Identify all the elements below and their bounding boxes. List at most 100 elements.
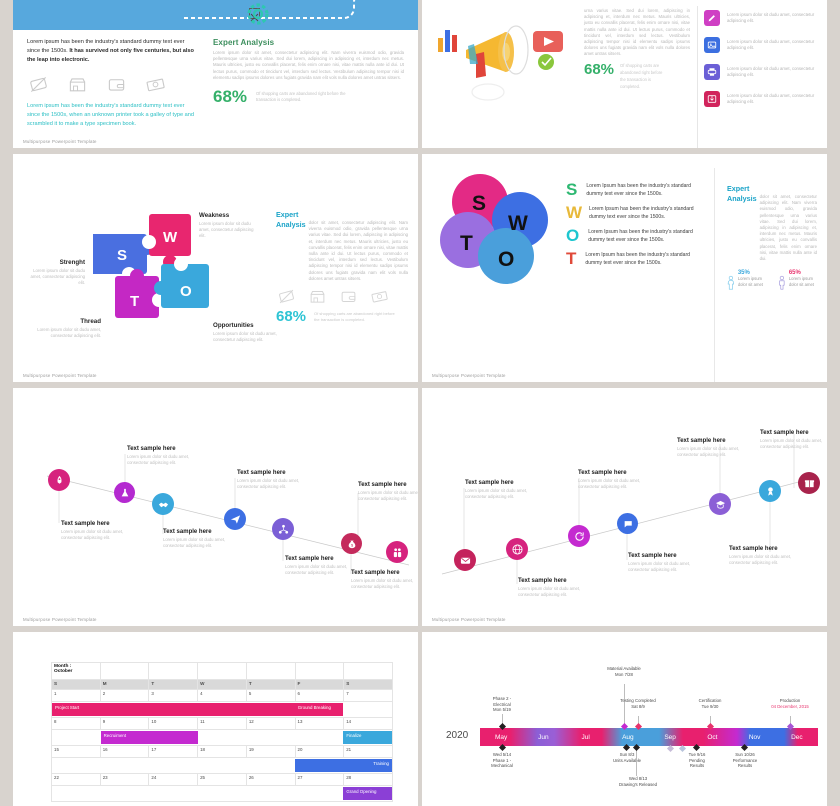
date-cell[interactable]: 21 <box>343 745 393 758</box>
date-cell[interactable]: 3 <box>148 689 199 702</box>
timeline-card: Text sample here Lorem ipsum dolor sit du… <box>127 446 190 465</box>
slide-2-body-text: urna varius vitae. Sed dui lorem, adipis… <box>584 8 690 57</box>
swot-label-strenght: Strenght Lorem ipsum dolor sit dudu amet… <box>30 259 85 285</box>
timeline-node-medal[interactable] <box>759 480 781 502</box>
milestone-below-label: Wed 5/14 Phase 1 - Mechanical <box>491 752 513 769</box>
event-bar[interactable]: Project Start <box>52 703 295 716</box>
slide-4-swot-circles: S W T O S Lorem Ipsum has been the indus… <box>422 154 827 382</box>
milestone-below-label: Wed 8/13 Drawing's Released <box>618 776 658 787</box>
slide-2-illustration <box>428 6 578 148</box>
swot-label-thread: Thread Lorem ipsum dolor sit dudu amet, … <box>37 318 101 338</box>
event-bar[interactable]: Recruiment <box>100 731 198 744</box>
date-cell[interactable]: 4 <box>197 689 247 702</box>
milestone-above-label: Material Available Mon 7/28 <box>607 666 641 677</box>
calendar-event-row: Project Start Ground Breaking <box>51 701 393 718</box>
timeline-node-chat[interactable] <box>617 513 638 534</box>
handshake-icon <box>158 502 168 507</box>
date-cell[interactable]: 24 <box>148 773 199 786</box>
timeline-node-mail[interactable] <box>454 549 476 571</box>
event-bar[interactable]: Training <box>294 759 392 772</box>
list-item[interactable]: Lorem ipsum dolor sit dudu amet, consect… <box>704 37 817 53</box>
gear-icon[interactable] <box>247 3 269 25</box>
date-cell[interactable]: 25 <box>197 773 247 786</box>
timeline-node-rocket[interactable] <box>48 469 70 491</box>
event-bar[interactable]: Ground Breaking <box>294 703 344 716</box>
swot-letter: O <box>566 226 580 245</box>
swot-letter: T <box>566 249 577 268</box>
slide-footer: Multipurpose Powerpoint Template <box>432 373 506 378</box>
milestone-stem <box>502 714 503 728</box>
date-cell[interactable]: 2 <box>99 689 150 702</box>
date-cell[interactable]: 15 <box>51 745 101 758</box>
timeline-node-refresh[interactable] <box>568 525 590 547</box>
stat-percent: 35% <box>737 270 750 277</box>
timeline-node-network[interactable] <box>272 518 294 540</box>
date-cell[interactable]: 10 <box>148 717 199 730</box>
date-cell[interactable]: 19 <box>245 745 296 758</box>
calendar-date-row: 8 9 10 11 12 13 14 <box>51 717 393 730</box>
slide-1-lead-text: Lorem ipsum has been the industry's stan… <box>27 39 194 63</box>
date-cell[interactable]: 20 <box>294 745 345 758</box>
date-cell[interactable]: 16 <box>99 745 150 758</box>
date-cell[interactable]: 14 <box>343 717 393 730</box>
refresh-icon <box>574 531 584 541</box>
puzzle-piece-o: O <box>154 257 209 308</box>
date-cell[interactable]: 12 <box>245 717 296 730</box>
milestone-marker <box>498 743 506 752</box>
milestone-above-label: Phase 2 - Electrical Mon 5/19 <box>492 696 512 713</box>
calendar-event-row: Training <box>51 757 393 774</box>
date-cell[interactable]: 11 <box>197 717 247 730</box>
timeline-node-send[interactable] <box>224 508 246 530</box>
date-cell[interactable]: 17 <box>148 745 199 758</box>
date-cell[interactable]: 23 <box>99 773 150 786</box>
date-cell[interactable]: 18 <box>197 745 247 758</box>
puzzle-piece-w: W <box>142 214 191 269</box>
no-ad-icon <box>279 289 294 304</box>
date-cell[interactable]: 9 <box>99 717 150 730</box>
milestone-stem <box>624 684 625 728</box>
month-cell: Nov <box>748 733 761 741</box>
timeline-node-handshake[interactable] <box>152 493 174 515</box>
date-cell[interactable]: 8 <box>51 717 101 730</box>
month-cell: Aug <box>622 733 634 741</box>
date-cell[interactable]: 1 <box>51 689 101 702</box>
wallet-icon <box>108 79 125 91</box>
date-cell[interactable]: 22 <box>51 773 101 786</box>
timeline-node-graduation[interactable] <box>709 493 731 515</box>
expert-title-line1: Expert <box>727 184 750 193</box>
timeline-node-team[interactable] <box>386 541 408 563</box>
list-item: O Lorem Ipsum has been the industry's st… <box>566 226 706 245</box>
timeline-node-gift[interactable] <box>798 472 820 494</box>
list-item[interactable]: Lorem ipsum dolor sit dudu amet, consect… <box>704 91 817 107</box>
timeline-node-money-bag[interactable]: $ <box>341 533 362 554</box>
swot-letter: W <box>566 203 583 222</box>
date-cell[interactable]: 13 <box>294 717 345 730</box>
date-cell[interactable]: 28 <box>343 773 393 786</box>
milestone-stem <box>710 716 711 728</box>
expert-title-line2: Analysis <box>727 194 757 203</box>
list-item[interactable]: Lorem ipsum dolor sit dudu amet, consect… <box>704 64 817 80</box>
milestone-above-label: Production 04 December, 2015 <box>771 698 809 709</box>
medal-icon <box>767 486 773 496</box>
timeline-node-globe[interactable] <box>506 538 528 560</box>
date-cell[interactable]: 5 <box>245 689 296 702</box>
date-cell[interactable]: 6 <box>294 689 345 702</box>
slide-2-body-column: urna varius vitae. Sed dui lorem, adipis… <box>584 6 698 148</box>
event-bar[interactable]: Finalize <box>343 731 392 744</box>
puzzle-diagram: S W T O <box>93 214 209 318</box>
rocket-icon <box>57 475 61 484</box>
date-cell[interactable]: 27 <box>294 773 345 786</box>
milestone-below-label: Sun 8/3 Units Available <box>612 752 642 763</box>
timeline-canvas: Text sample here Lorem ipsum dolor sit du… <box>422 388 827 626</box>
list-item[interactable]: Lorem ipsum dolor sit dudu amet, consect… <box>704 10 817 26</box>
event-bar[interactable]: Grand Opening <box>343 787 392 800</box>
month-cell: Dec <box>791 733 803 741</box>
timeline-node-flask[interactable] <box>114 482 135 503</box>
svg-text:S: S <box>117 247 127 264</box>
slide-2-marketing: urna varius vitae. Sed dui lorem, adipis… <box>422 0 827 148</box>
list-item: W Lorem Ipsum has been the industry's st… <box>566 203 706 222</box>
date-cell[interactable]: 26 <box>245 773 296 786</box>
date-cell[interactable]: 7 <box>343 689 393 702</box>
slide-4-swot-list: S Lorem Ipsum has been the industry's st… <box>566 168 715 382</box>
slide-3-expert-panel: Expert Analysis dolor sit amet, consecte… <box>276 210 408 324</box>
